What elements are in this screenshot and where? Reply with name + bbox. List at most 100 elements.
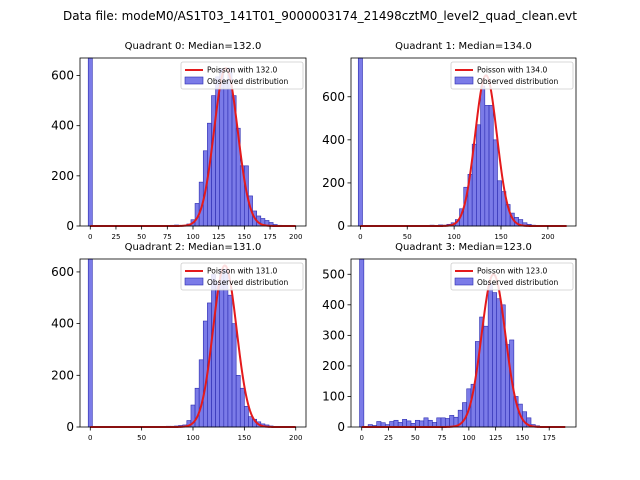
x-tick-label: 100 <box>462 434 475 442</box>
x-tick-label: 100 <box>447 233 460 241</box>
chart-panel-1: Quadrant 1: Median=134.0 0 50 100 150 200 0 200… <box>322 41 577 241</box>
x-tick-label: 175 <box>543 434 556 442</box>
x-tick-label: 25 <box>384 434 393 442</box>
x-tick-label: 125 <box>212 233 225 241</box>
histogram-bar <box>248 416 253 428</box>
histogram-bar <box>87 57 93 227</box>
x-tick-label: 175 <box>263 233 276 241</box>
legend: Poisson with 132.0 Observed distribution <box>180 61 304 90</box>
legend: Poisson with 134.0 Observed distribution <box>450 61 574 90</box>
y-tick-label: 100 <box>322 389 345 403</box>
legend-box <box>450 61 574 90</box>
histogram-bar <box>227 67 233 227</box>
y-tick-label: 0 <box>66 420 74 434</box>
x-tick-label: 125 <box>489 434 502 442</box>
legend-patch-label: Observed distribution <box>207 77 288 86</box>
x-tick-label: 50 <box>137 434 146 442</box>
x-tick-label: 200 <box>289 434 302 442</box>
y-tick-label: 200 <box>322 176 345 190</box>
x-tick-label: 50 <box>403 233 412 241</box>
x-tick-label: 75 <box>438 434 447 442</box>
figure-title: Data file: modeM0/AS1T03_141T01_90000031… <box>63 9 577 23</box>
axes-frame <box>350 258 577 428</box>
histogram-bar <box>87 258 93 428</box>
histogram-bar <box>219 68 225 227</box>
y-tick-label: 200 <box>51 169 74 183</box>
legend-patch-swatch <box>454 76 474 85</box>
legend: Poisson with 123.0 Observed distribution <box>450 262 574 291</box>
y-tick-label: 600 <box>51 69 74 83</box>
chart-panel-2: Quadrant 2: Median=131.0 0 50 100 150 200 0 200… <box>51 242 307 442</box>
panels: Quadrant 0: Median=132.0 0 25 50 75 100 125 150… <box>51 41 577 442</box>
chart-panel-3: Quadrant 3: Median=123.0 0 25 50 75 100 125 150… <box>322 242 577 442</box>
histogram-bar <box>244 406 249 428</box>
y-tick-label: 0 <box>337 219 345 233</box>
legend-patch-label: Observed distribution <box>477 77 558 86</box>
x-tick-label: 150 <box>516 434 529 442</box>
y-tick-label: 200 <box>51 368 74 382</box>
histogram-bar <box>492 292 498 428</box>
chart-title: Quadrant 1: Median=134.0 <box>395 41 532 52</box>
histogram-bar <box>414 419 420 428</box>
histogram-bar <box>223 269 229 428</box>
legend-box <box>180 61 304 90</box>
x-tick-label: 0 <box>88 233 92 241</box>
x-tick-label: 150 <box>494 233 507 241</box>
x-tick-label: 150 <box>238 434 251 442</box>
histogram-bar <box>231 323 237 428</box>
chart-title: Quadrant 0: Median=132.0 <box>125 41 262 52</box>
legend-box <box>180 262 304 291</box>
chart-title: Quadrant 2: Median=131.0 <box>125 242 262 253</box>
chart-title: Quadrant 3: Median=123.0 <box>395 242 532 253</box>
histogram-bar <box>402 419 408 428</box>
x-tick-label: 0 <box>358 233 362 241</box>
histogram-bar <box>427 419 433 428</box>
histogram-bar <box>235 375 241 428</box>
legend-line-label: Poisson with 123.0 <box>477 267 547 276</box>
histogram-bar <box>198 359 204 428</box>
histogram-bar <box>440 417 446 428</box>
histogram-bar <box>359 258 365 428</box>
y-tick-label: 600 <box>322 90 345 104</box>
x-tick-label: 100 <box>186 233 199 241</box>
y-tick-label: 300 <box>322 328 345 342</box>
legend-patch-swatch <box>184 76 204 85</box>
histogram-bar <box>227 294 233 428</box>
legend-patch-label: Observed distribution <box>207 278 288 287</box>
histogram-bar <box>483 325 489 428</box>
y-tick-label: 600 <box>51 265 74 279</box>
histogram-bar <box>219 269 225 428</box>
histogram-bar <box>239 387 245 428</box>
histogram-bar <box>444 418 450 428</box>
legend: Poisson with 131.0 Observed distribution <box>180 262 304 291</box>
legend-box <box>450 262 574 291</box>
y-tick-label: 500 <box>322 267 345 281</box>
legend-line-label: Poisson with 132.0 <box>207 66 277 75</box>
x-tick-label: 0 <box>88 434 92 442</box>
chart-panel-0: Quadrant 0: Median=132.0 0 25 50 75 100 125 150… <box>51 41 307 241</box>
histogram-bar <box>436 417 442 428</box>
x-tick-label: 25 <box>111 233 120 241</box>
y-tick-label: 0 <box>337 420 345 434</box>
x-tick-label: 75 <box>163 233 172 241</box>
histogram-bar <box>476 124 481 227</box>
y-tick-label: 400 <box>51 119 74 133</box>
y-tick-label: 200 <box>322 359 345 373</box>
legend-patch-label: Observed distribution <box>477 278 558 287</box>
x-tick-label: 100 <box>186 434 199 442</box>
histogram-bar <box>480 85 486 227</box>
histogram-bar <box>223 80 229 227</box>
y-tick-label: 400 <box>322 298 345 312</box>
x-tick-label: 50 <box>137 233 146 241</box>
x-tick-label: 150 <box>238 233 251 241</box>
histogram-bar <box>496 298 502 428</box>
histogram-bar <box>211 274 216 428</box>
histogram-bar <box>497 180 503 227</box>
histogram-bar <box>423 417 429 428</box>
x-tick-label: 200 <box>541 233 554 241</box>
histogram-bar <box>488 105 494 227</box>
histogram-bar <box>492 139 498 227</box>
legend-patch-swatch <box>454 277 474 286</box>
histogram-bar <box>449 415 455 428</box>
